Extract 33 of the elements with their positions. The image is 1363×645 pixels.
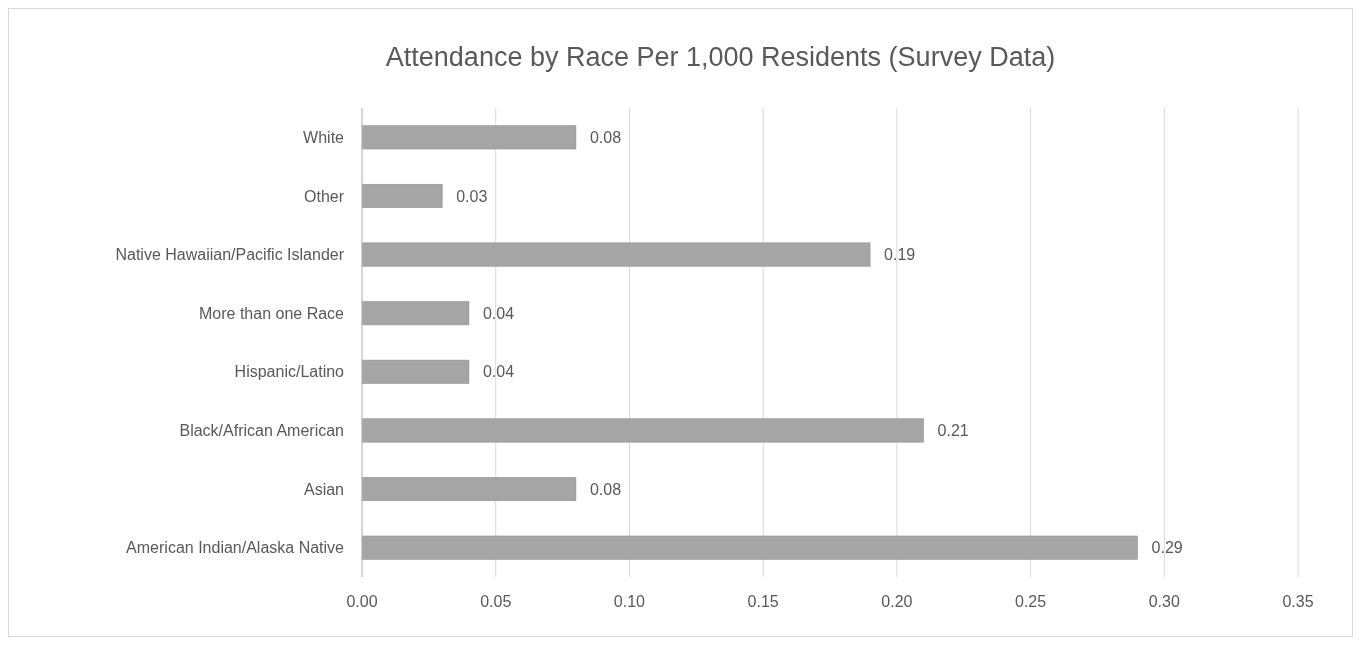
x-tick-label: 0.30 xyxy=(1148,593,1180,610)
y-tick-label: More than one Race xyxy=(199,304,345,322)
data-label: 0.21 xyxy=(937,422,969,440)
y-tick-label: Black/African American xyxy=(179,422,344,440)
data-label: 0.03 xyxy=(456,187,488,205)
x-tick-label: 0.35 xyxy=(1282,593,1314,610)
data-label: 0.29 xyxy=(1151,539,1183,557)
y-tick-label: Native Hawaiian/Pacific Islander xyxy=(115,246,345,264)
bar xyxy=(361,359,470,384)
y-tick-label: Other xyxy=(303,187,345,205)
data-label: 0.04 xyxy=(482,304,515,322)
y-tick-label: Hispanic/Latino xyxy=(234,363,345,381)
data-label: 0.04 xyxy=(482,363,515,381)
bar xyxy=(361,183,443,208)
x-tick-label: 0.15 xyxy=(747,593,779,610)
chart-title: Attendance by Race Per 1,000 Residents (Survey Data) xyxy=(385,42,1056,72)
y-tick-label: Asian xyxy=(303,480,344,498)
x-tick-label: 0.00 xyxy=(346,593,378,610)
bar xyxy=(361,242,871,267)
x-tick-label: 0.20 xyxy=(881,593,913,610)
x-tick-label: 0.25 xyxy=(1015,593,1047,610)
x-tick-label: 0.05 xyxy=(480,593,512,610)
bar xyxy=(361,301,470,326)
x-tick-label: 0.10 xyxy=(613,593,646,610)
y-tick-label: American Indian/Alaska Native xyxy=(126,539,345,557)
data-label: 0.08 xyxy=(589,128,622,146)
bar xyxy=(361,125,577,150)
data-label: 0.19 xyxy=(884,246,916,264)
y-tick-label: White xyxy=(303,128,345,146)
bar xyxy=(361,535,1138,560)
bar xyxy=(361,477,577,502)
bar xyxy=(361,418,924,443)
data-label: 0.08 xyxy=(589,480,622,498)
